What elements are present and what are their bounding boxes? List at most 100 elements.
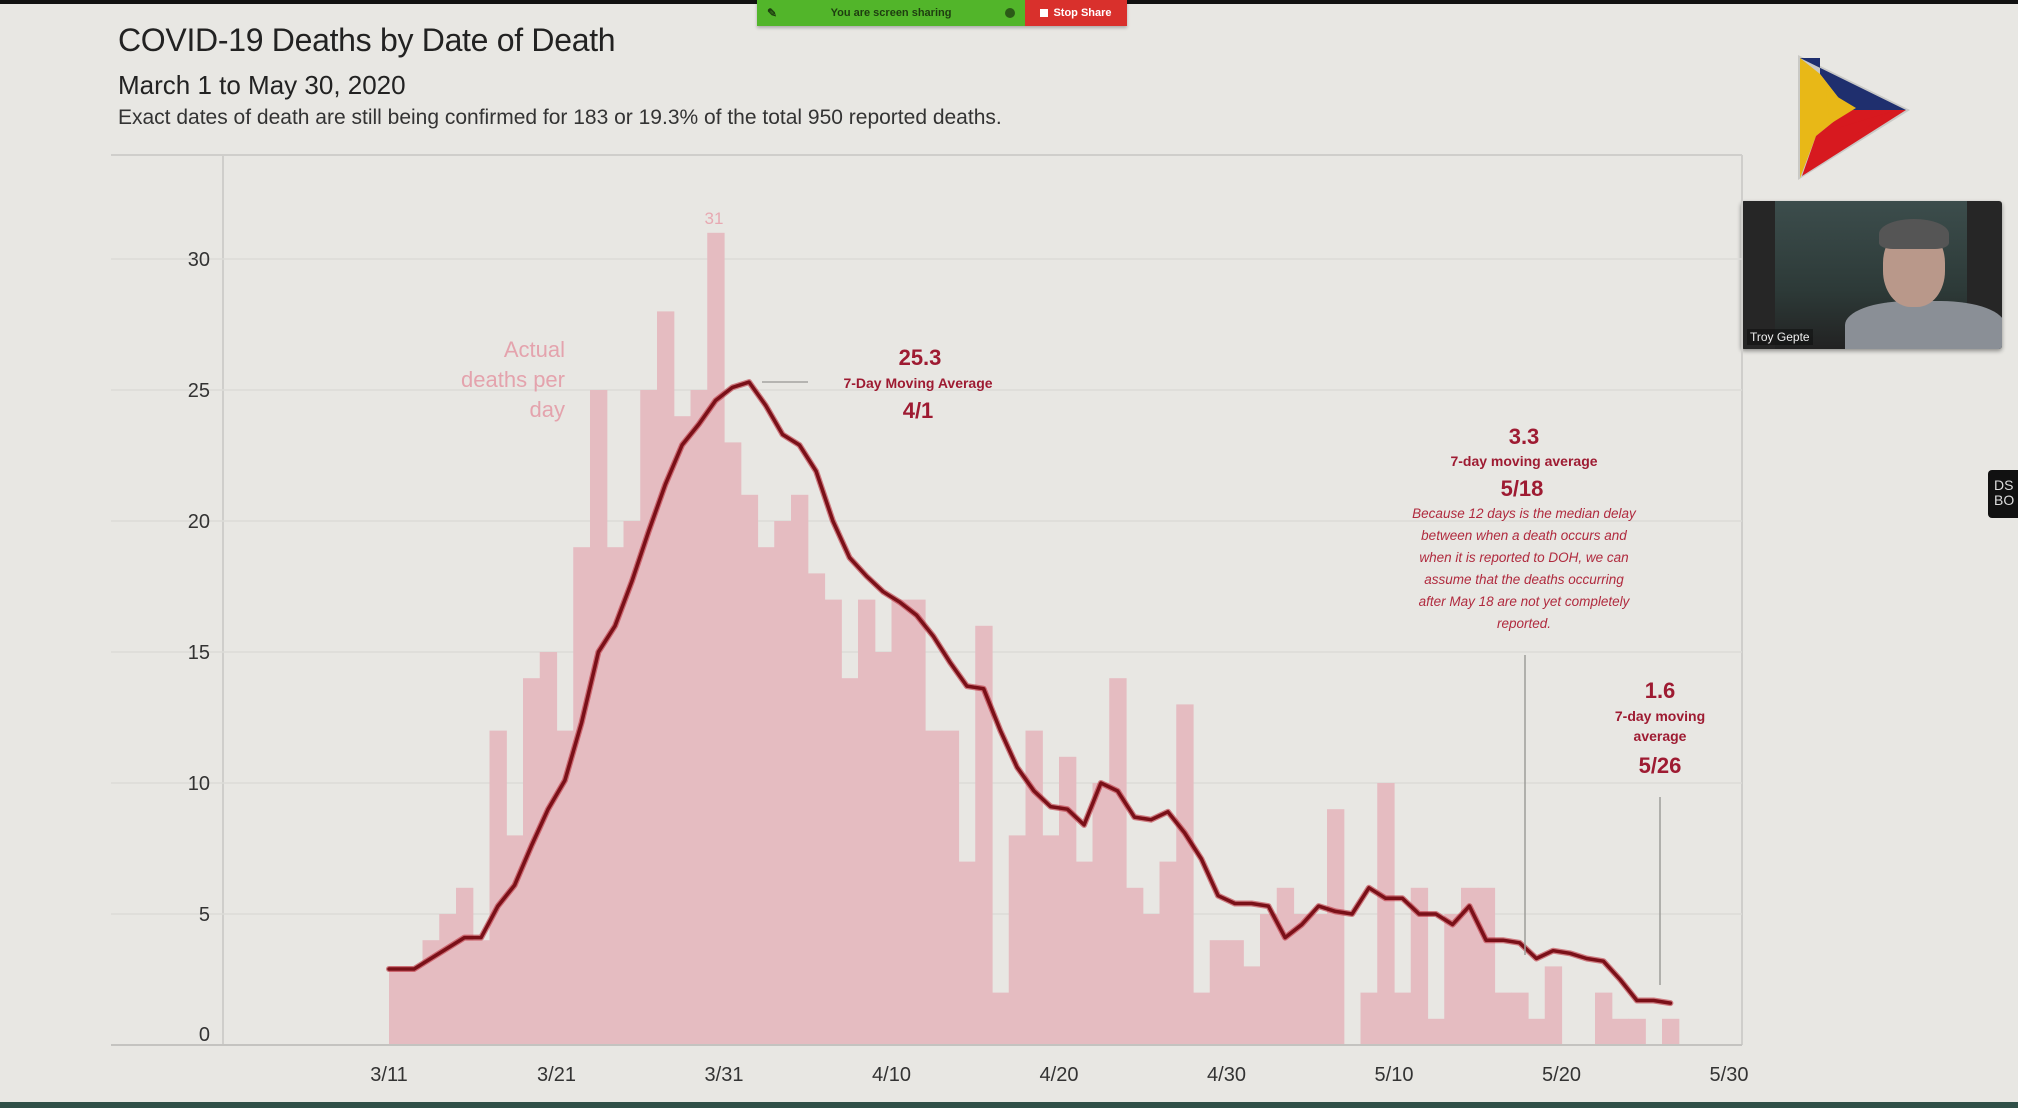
bar [1159,861,1177,1045]
bar [1042,835,1060,1045]
peak-avg-date: 4/1 [903,398,934,423]
bar [1243,966,1261,1045]
page-title: COVID-19 Deaths by Date of Death [118,22,616,58]
annotations: Actual deaths per day 31 25.3 7-Day Movi… [461,209,1705,985]
moving-average-line [387,380,1673,1005]
bar [1293,914,1311,1045]
organization-logo [1798,55,1910,180]
bar [640,390,658,1045]
x-tick-label: 3/21 [537,1064,576,1086]
bar [1477,887,1496,1045]
bar [1377,783,1395,1045]
side-panel-tab[interactable]: DS BO [1988,470,2018,518]
bar [556,730,574,1045]
bar [707,232,725,1046]
stop-icon [1040,9,1049,17]
may26-avg-value: 1.6 [1645,678,1676,703]
bar [1628,1018,1646,1045]
bar [1327,809,1345,1045]
bar [925,730,943,1045]
bar [573,547,591,1045]
bar-label-line2: deaths per [461,367,565,392]
bar [539,652,558,1045]
bar [1528,1018,1546,1045]
bar [439,914,457,1045]
bar [590,390,608,1045]
data-note: Exact dates of death are still being con… [118,106,1002,129]
screen-sharing-label: You are screen sharing [830,7,952,19]
bar [1226,940,1244,1045]
x-tick-label: 5/10 [1375,1064,1414,1086]
peak-avg-value: 25.3 [899,345,942,370]
bar [389,966,407,1045]
shield-icon [1004,8,1015,18]
bar [824,599,842,1045]
may18-note-line: after May 18 are not yet completely [1419,594,1631,609]
x-tick-label: 4/20 [1040,1064,1079,1086]
may18-note-line: reported. [1497,616,1551,631]
bar [1410,887,1429,1045]
bar [422,940,440,1045]
y-tick-label: 15 [188,642,210,664]
bar [1544,966,1563,1045]
bar [1176,704,1194,1045]
bar [1611,1018,1630,1045]
bar [673,416,692,1045]
y-tick-label: 30 [188,249,210,271]
bar [1008,835,1027,1045]
y-tick-label: 0 [199,1024,210,1046]
bar [1092,783,1110,1045]
page-subtitle: March 1 to May 30, 2020 [118,70,406,100]
bar [1109,678,1127,1045]
x-tick-labels: 3/11 3/21 3/31 4/10 4/20 4/30 5/10 5/20 5/30 [370,1064,1748,1086]
bar [807,573,826,1045]
bar [1511,992,1529,1045]
bar-label-line1: Actual [504,337,565,362]
bar [1193,992,1211,1045]
bar [472,940,491,1045]
bar [1126,887,1144,1045]
participant-video-tile[interactable]: Troy Gepte [1741,201,2002,349]
video-feed [1775,201,2002,349]
bar-series [389,232,1680,1046]
peak-bar-value-label: 31 [705,209,724,228]
bar [1025,730,1043,1045]
y-tick-label: 25 [188,380,210,402]
may18-avg-label: 7-day moving average [1450,453,1597,469]
bar [1260,914,1278,1045]
bar [724,442,742,1045]
x-tick-label: 5/30 [1710,1064,1749,1086]
bar [1595,992,1613,1045]
may26-avg-label-line2: average [1634,728,1687,744]
may18-note-line: when it is reported to DOH, we can [1419,550,1628,565]
x-tick-label: 5/20 [1542,1064,1581,1086]
peak-avg-label: 7-Day Moving Average [843,375,992,391]
annotate-icon[interactable]: ✎ [767,6,778,20]
bar [1310,914,1328,1045]
x-tick-label: 4/30 [1207,1064,1246,1086]
y-tick-label: 5 [199,904,210,926]
bar [774,521,792,1045]
bar [623,521,641,1045]
screen-sharing-indicator[interactable]: ✎ You are screen sharing [757,0,1025,26]
bar [1075,861,1094,1045]
bar [690,390,708,1045]
bar [606,547,625,1045]
screen-share-toolbar: ✎ You are screen sharing Stop Share [757,0,1127,26]
bar [1209,940,1228,1045]
bar [1394,992,1412,1045]
bar [456,887,474,1045]
bar [841,678,859,1045]
bar [405,966,424,1045]
bar [523,678,541,1045]
stop-share-button[interactable]: Stop Share [1025,0,1127,26]
may18-avg-value: 3.3 [1509,424,1540,449]
bar [958,861,976,1045]
bar [891,599,909,1045]
bar [740,494,759,1045]
bar [858,599,876,1045]
x-tick-label: 4/10 [872,1064,911,1086]
x-tick-label: 3/31 [705,1064,744,1086]
may18-note-line: Because 12 days is the median delay [1412,506,1637,521]
